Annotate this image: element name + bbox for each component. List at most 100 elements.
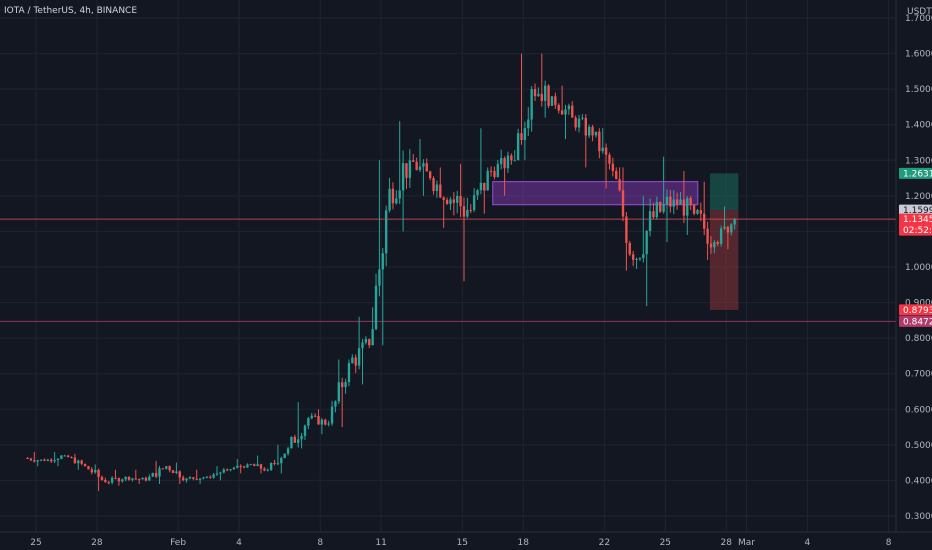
candle-body — [401, 163, 405, 191]
candle-body — [672, 199, 675, 207]
candle-body — [351, 357, 354, 364]
candle-body — [384, 210, 388, 254]
candle-body — [391, 188, 395, 204]
candle-body — [317, 416, 320, 425]
candle-body — [202, 477, 205, 479]
y-tick-label: 1.2000 — [905, 192, 932, 202]
candle-body — [726, 226, 730, 233]
candle-body — [412, 160, 415, 162]
candle-body — [418, 166, 422, 171]
candle-body — [469, 209, 472, 211]
candle-body — [232, 467, 236, 470]
candle-body — [138, 478, 141, 480]
candle-body — [442, 197, 445, 200]
current-price-tag — [899, 213, 932, 236]
candle-body — [368, 339, 371, 346]
candle-body — [110, 477, 114, 483]
support-price-tag-label: 0.8472 — [903, 317, 932, 327]
candle-body — [320, 419, 324, 425]
candle-body — [60, 455, 63, 459]
candle-body — [276, 463, 280, 465]
candle-body — [584, 117, 587, 136]
candle-body — [554, 96, 557, 105]
candle-body — [432, 178, 435, 192]
x-tick-label: 11 — [375, 538, 386, 548]
candle-body — [73, 457, 77, 464]
candle-body — [560, 110, 564, 115]
candle-body — [665, 196, 669, 205]
stop-price-tag — [899, 304, 932, 316]
candle-body — [165, 466, 168, 469]
candle-body — [77, 460, 80, 464]
candle-body — [249, 464, 253, 466]
candle-body — [456, 195, 459, 203]
candle-body — [686, 198, 689, 216]
x-tick-label: 8 — [886, 538, 892, 548]
candle-body — [178, 471, 181, 478]
candle-body — [337, 382, 340, 402]
candle-body — [503, 158, 506, 169]
resistance-zone[interactable] — [492, 181, 699, 206]
candle-body — [354, 357, 357, 366]
candle-body — [43, 459, 46, 461]
candle-body — [527, 119, 530, 129]
candle-body — [699, 210, 703, 214]
candle-body — [703, 213, 706, 229]
candle-body — [557, 104, 560, 111]
candle-body — [604, 147, 608, 155]
candle-body — [483, 182, 486, 191]
x-tick-label: 18 — [517, 538, 529, 548]
candle-body — [489, 170, 493, 172]
support-price-tag — [899, 315, 932, 327]
candle-body — [415, 161, 418, 171]
candle-body — [462, 206, 466, 217]
candle-body — [445, 199, 449, 205]
candle-body — [66, 455, 70, 458]
candle-body — [80, 460, 83, 464]
x-tick-label: 15 — [457, 538, 468, 548]
candle-body — [533, 89, 537, 97]
candle-body — [564, 109, 567, 115]
candle-body — [733, 219, 736, 225]
candle-body — [523, 128, 527, 140]
candle-body — [730, 224, 733, 233]
candle-body — [90, 469, 94, 473]
candle-body — [259, 464, 263, 469]
candle-body — [171, 470, 175, 474]
candle-body — [269, 462, 273, 470]
candle-body — [452, 199, 456, 203]
candle-body — [313, 415, 317, 417]
candle-body — [540, 93, 543, 101]
candle-body — [520, 133, 523, 140]
candle-body — [652, 211, 655, 218]
target-price-tag-label: 1.2631 — [903, 169, 932, 179]
take-profit-zone[interactable] — [709, 173, 739, 211]
candle-body — [706, 228, 709, 244]
candle-body — [486, 170, 489, 191]
candle-body — [283, 453, 286, 459]
candle-body — [422, 163, 425, 167]
candle-body — [212, 474, 215, 478]
candle-body — [310, 415, 313, 419]
candle-body — [87, 466, 90, 470]
candle-body — [222, 469, 225, 473]
candle-body — [205, 476, 209, 478]
candle-body — [716, 242, 719, 244]
x-tick-label: Feb — [170, 538, 186, 548]
time-axis[interactable]: 25 28 Feb 4 8 11 15 18 22 25 28 Mar 4 8 — [0, 531, 932, 548]
candle-body — [286, 448, 290, 454]
candle-body — [638, 258, 642, 260]
candle-body — [388, 188, 391, 211]
candle-body — [141, 477, 144, 480]
candle-body — [378, 269, 381, 286]
candle-body — [692, 204, 696, 214]
zone-layer — [492, 173, 739, 310]
candle-body — [341, 382, 344, 388]
